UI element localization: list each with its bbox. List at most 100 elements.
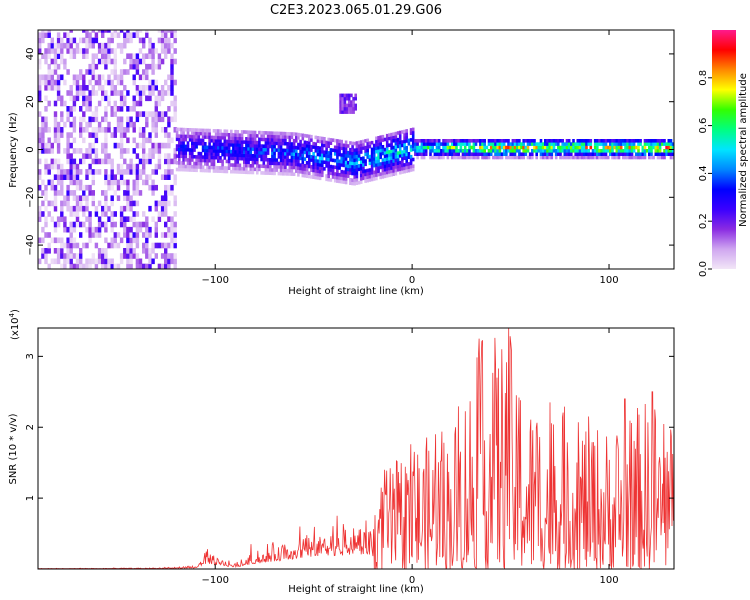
heatmap-cell xyxy=(656,145,660,150)
heatmap-cell xyxy=(524,149,528,153)
heatmap-cell xyxy=(104,58,108,65)
heatmap-cell xyxy=(182,167,185,172)
heatmap-cell xyxy=(56,95,61,102)
heatmap-cell xyxy=(639,152,642,156)
heatmap-cell xyxy=(123,37,127,44)
heatmap-cell xyxy=(44,32,48,38)
heatmap-cell xyxy=(219,156,222,160)
heatmap-cell xyxy=(188,134,192,139)
heatmap-cell xyxy=(154,116,158,123)
heatmap-cell xyxy=(396,141,400,145)
heatmap-cell xyxy=(598,149,601,153)
heatmap-cell xyxy=(167,200,171,207)
heatmap-cell xyxy=(223,156,227,160)
heatmap-cell xyxy=(492,155,495,160)
heatmap-cell xyxy=(470,152,473,156)
heatmap-cell xyxy=(232,156,235,161)
heatmap-cell xyxy=(323,150,326,154)
heatmap-cell xyxy=(600,139,603,143)
heatmap-cell xyxy=(354,107,357,111)
heatmap-cell xyxy=(195,138,198,142)
heatmap-cell xyxy=(191,131,194,136)
heatmap-cell xyxy=(41,190,45,196)
heatmap-cell xyxy=(85,37,89,44)
heatmap-cell xyxy=(511,155,515,160)
heatmap-cell xyxy=(184,137,188,142)
heatmap-cell xyxy=(219,142,222,147)
heatmap-cell xyxy=(418,145,421,150)
heatmap-cell xyxy=(63,195,67,201)
heatmap-cell xyxy=(390,166,393,170)
heatmap-cell xyxy=(138,48,143,54)
heatmap-cell xyxy=(132,53,136,59)
heatmap-cell xyxy=(262,137,266,142)
heatmap-cell xyxy=(498,155,502,160)
heatmap-cell xyxy=(238,146,242,151)
heatmap-cell xyxy=(262,154,266,158)
heatmap-cell xyxy=(53,137,58,144)
heatmap-cell xyxy=(145,85,149,91)
heatmap-cell xyxy=(611,139,614,143)
heatmap-cell xyxy=(221,149,224,153)
heatmap-cell xyxy=(91,63,95,70)
heatmap-cell xyxy=(47,169,51,175)
heatmap-cell xyxy=(275,131,279,136)
heatmap-cell xyxy=(214,152,218,157)
snr-frame xyxy=(37,327,675,570)
heatmap-cell xyxy=(94,148,99,154)
heatmap-cell xyxy=(485,155,489,160)
heatmap-cell xyxy=(217,145,220,150)
heatmap-cell xyxy=(554,149,558,153)
heatmap-cell xyxy=(142,42,146,49)
heatmap-cell xyxy=(388,166,391,171)
heatmap-cell xyxy=(533,149,536,153)
heatmap-cell xyxy=(107,58,111,65)
heatmap-cell xyxy=(411,127,415,132)
heatmap-cell xyxy=(535,142,538,146)
heatmap-cell xyxy=(223,152,227,157)
heatmap-cell xyxy=(53,205,58,212)
heatmap-cell xyxy=(210,155,214,160)
heatmap-cell xyxy=(262,144,266,148)
heatmap-cell xyxy=(151,63,155,70)
heatmap-cell xyxy=(617,152,621,156)
heatmap-cell xyxy=(344,180,348,185)
heatmap-cell xyxy=(208,132,211,136)
heatmap-cell xyxy=(119,95,124,102)
heatmap-cell xyxy=(236,130,240,134)
heatmap-cell xyxy=(85,205,89,212)
heatmap-cell xyxy=(288,145,292,150)
heatmap-cell xyxy=(208,128,211,133)
heatmap-cell xyxy=(104,53,108,59)
heatmap-cell xyxy=(433,152,437,156)
heatmap-cell xyxy=(123,190,127,196)
heatmap-cell xyxy=(249,157,253,161)
heatmap-cell xyxy=(221,136,224,140)
heatmap-cell xyxy=(170,63,174,70)
heatmap-cell xyxy=(72,195,77,201)
heatmap-cell xyxy=(217,135,220,140)
heatmap-cell xyxy=(489,139,493,143)
heatmap-cell xyxy=(79,148,83,154)
heatmap-cell xyxy=(303,133,307,138)
heatmap-cell xyxy=(385,164,389,168)
heatmap-cell xyxy=(343,110,347,114)
heatmap-cell xyxy=(550,139,554,143)
heatmap-cell xyxy=(75,148,80,154)
heatmap-cell xyxy=(47,242,51,249)
heatmap-cell xyxy=(418,149,421,153)
x-tick-label: 100 xyxy=(599,575,618,586)
heatmap-cell xyxy=(41,53,45,59)
heatmap-cell xyxy=(66,48,70,54)
heatmap-cell xyxy=(113,127,117,133)
heatmap-cell xyxy=(312,155,315,159)
heatmap-cell xyxy=(353,155,356,159)
heatmap-cell xyxy=(116,90,121,96)
heatmap-cell xyxy=(457,149,460,153)
heatmap-cell xyxy=(284,152,287,156)
heatmap-cell xyxy=(643,139,647,143)
heatmap-cell xyxy=(570,155,573,160)
heatmap-cell xyxy=(437,139,441,143)
heatmap-cell xyxy=(496,155,499,160)
heatmap-cell xyxy=(513,139,517,143)
